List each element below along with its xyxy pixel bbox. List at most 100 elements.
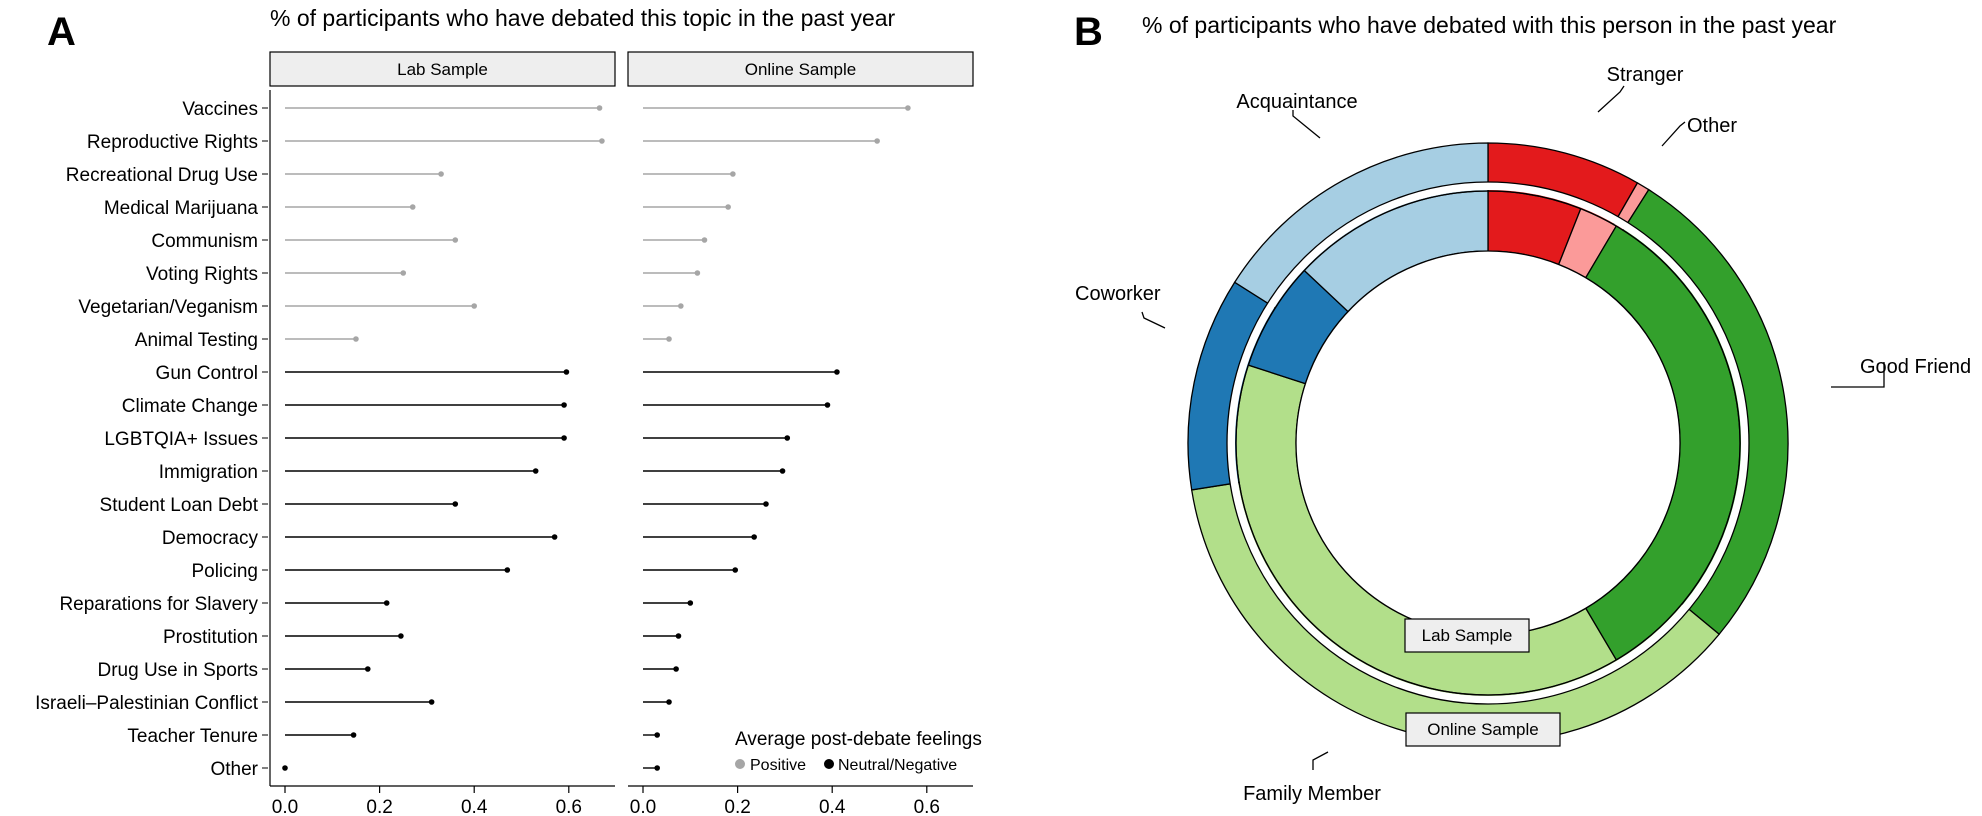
ring-border [1226, 181, 1750, 705]
lollipop-point [383, 600, 390, 606]
slice-label: Good Friend [1860, 356, 1971, 378]
lollipop-point [687, 600, 694, 606]
label-leader [1831, 362, 1885, 388]
lollipop-point [561, 402, 567, 408]
lollipop-point [730, 171, 736, 177]
category-label: Communism [151, 231, 258, 252]
lollipop-point [282, 765, 288, 771]
x-tick-label: 0.2 [724, 797, 750, 816]
panel-a-letter: A [47, 10, 76, 54]
label-leader [1597, 85, 1625, 113]
lollipop-point [701, 237, 708, 243]
donut-hole [1295, 250, 1681, 636]
x-tick-label: 0.2 [366, 797, 392, 816]
category-label: Reproductive Rights [87, 132, 258, 153]
legend-title: Average post-debate feelings [735, 729, 982, 750]
label-leader [1312, 751, 1329, 770]
x-tick-label: 0.0 [630, 797, 656, 816]
lollipop-point [834, 369, 840, 375]
legend-negative-dot [824, 759, 834, 769]
legend-negative-label: Neutral/Negative [838, 757, 957, 774]
nested-donut-chart: Stranger Other Good Friend Family Member Cow… [1075, 64, 1971, 805]
slice-label: Acquaintance [1236, 91, 1357, 113]
x-tick-label: 0.0 [272, 797, 298, 816]
lollipop-point [398, 633, 404, 639]
lollipop-point [364, 666, 371, 672]
category-label: Immigration [159, 462, 258, 483]
lollipop-point [763, 501, 769, 507]
lollipop-point [725, 204, 731, 210]
lollipop-point [732, 567, 739, 573]
lollipop-point [824, 402, 831, 408]
facet-strip [627, 51, 974, 87]
lollipop-point [678, 303, 684, 309]
slice-label: Family Member [1243, 783, 1381, 805]
category-label: Student Loan Debt [100, 495, 259, 516]
lollipop-point [784, 435, 791, 441]
category-label: Recreational Drug Use [66, 165, 258, 186]
ring-label: Online Sample [1427, 720, 1539, 739]
label-leader [1141, 311, 1166, 329]
lollipop-point [551, 534, 558, 540]
lollipop-point [452, 501, 459, 507]
lollipop-point [428, 699, 435, 705]
lollipop-point [409, 204, 416, 210]
lollipop-point [751, 534, 757, 540]
category-label: Vegetarian/Veganism [78, 297, 258, 318]
category-label: Voting Rights [146, 264, 258, 285]
category-label: Gun Control [156, 363, 258, 384]
category-label: Policing [191, 561, 258, 582]
facet-label: Online Sample [745, 60, 857, 79]
lollipop-point [596, 105, 603, 111]
x-tick-label: 0.4 [819, 797, 846, 816]
lollipop-point [452, 237, 459, 243]
category-label: Vaccines [182, 99, 258, 120]
label-leader [1292, 110, 1321, 139]
slice-label: Coworker [1075, 283, 1161, 305]
lollipop-point [675, 633, 682, 639]
lollipop-point [350, 732, 357, 738]
facet-label: Lab Sample [397, 60, 488, 79]
lollipop-chart: Vaccines Reproductive Rights Recreational … [35, 51, 974, 816]
lollipop-point [471, 303, 478, 309]
lollipop-point [654, 732, 660, 738]
category-label: Democracy [162, 528, 259, 549]
ring-label-box [1405, 712, 1561, 747]
lollipop-point [400, 270, 407, 276]
lollipop-point [694, 270, 701, 276]
label-leader [1661, 121, 1686, 147]
ring-gap [1227, 182, 1749, 704]
lollipop-point [666, 336, 672, 342]
lollipop-point [779, 468, 786, 474]
category-label: Climate Change [122, 396, 258, 417]
x-tick-label: 0.6 [914, 797, 940, 816]
panel-b-title: % of participants who have debated with … [1142, 12, 1837, 38]
category-label: LGBTQIA+ Issues [104, 429, 258, 450]
category-label: Prostitution [163, 627, 258, 648]
panel-b-letter: B [1074, 10, 1103, 54]
category-label: Israeli–Palestinian Conflict [35, 693, 259, 714]
facet-strip [269, 51, 616, 87]
lollipop-point [666, 699, 672, 705]
slice-label: Stranger [1607, 64, 1684, 86]
panel-a-title: % of participants who have debated this … [270, 5, 896, 31]
category-label: Drug Use in Sports [97, 660, 258, 681]
x-tick-label: 0.6 [556, 797, 582, 816]
lollipop-point [673, 666, 679, 672]
lollipop-point [438, 171, 444, 177]
lollipop-point [654, 765, 660, 771]
lollipop-point [561, 435, 567, 441]
slice-label: Other [1687, 115, 1737, 137]
lollipop-point [905, 105, 911, 111]
category-label: Animal Testing [135, 330, 258, 351]
x-tick-label: 0.4 [461, 797, 488, 816]
category-label: Reparations for Slavery [59, 594, 258, 615]
lollipop-point [532, 468, 539, 474]
ring-label-box [1404, 618, 1530, 653]
lollipop-point [353, 336, 359, 342]
category-label: Other [210, 759, 258, 780]
legend: Average post-debate feelings Positive Ne… [735, 729, 982, 774]
ring-label: Lab Sample [1422, 626, 1513, 645]
lollipop-point [874, 138, 880, 144]
